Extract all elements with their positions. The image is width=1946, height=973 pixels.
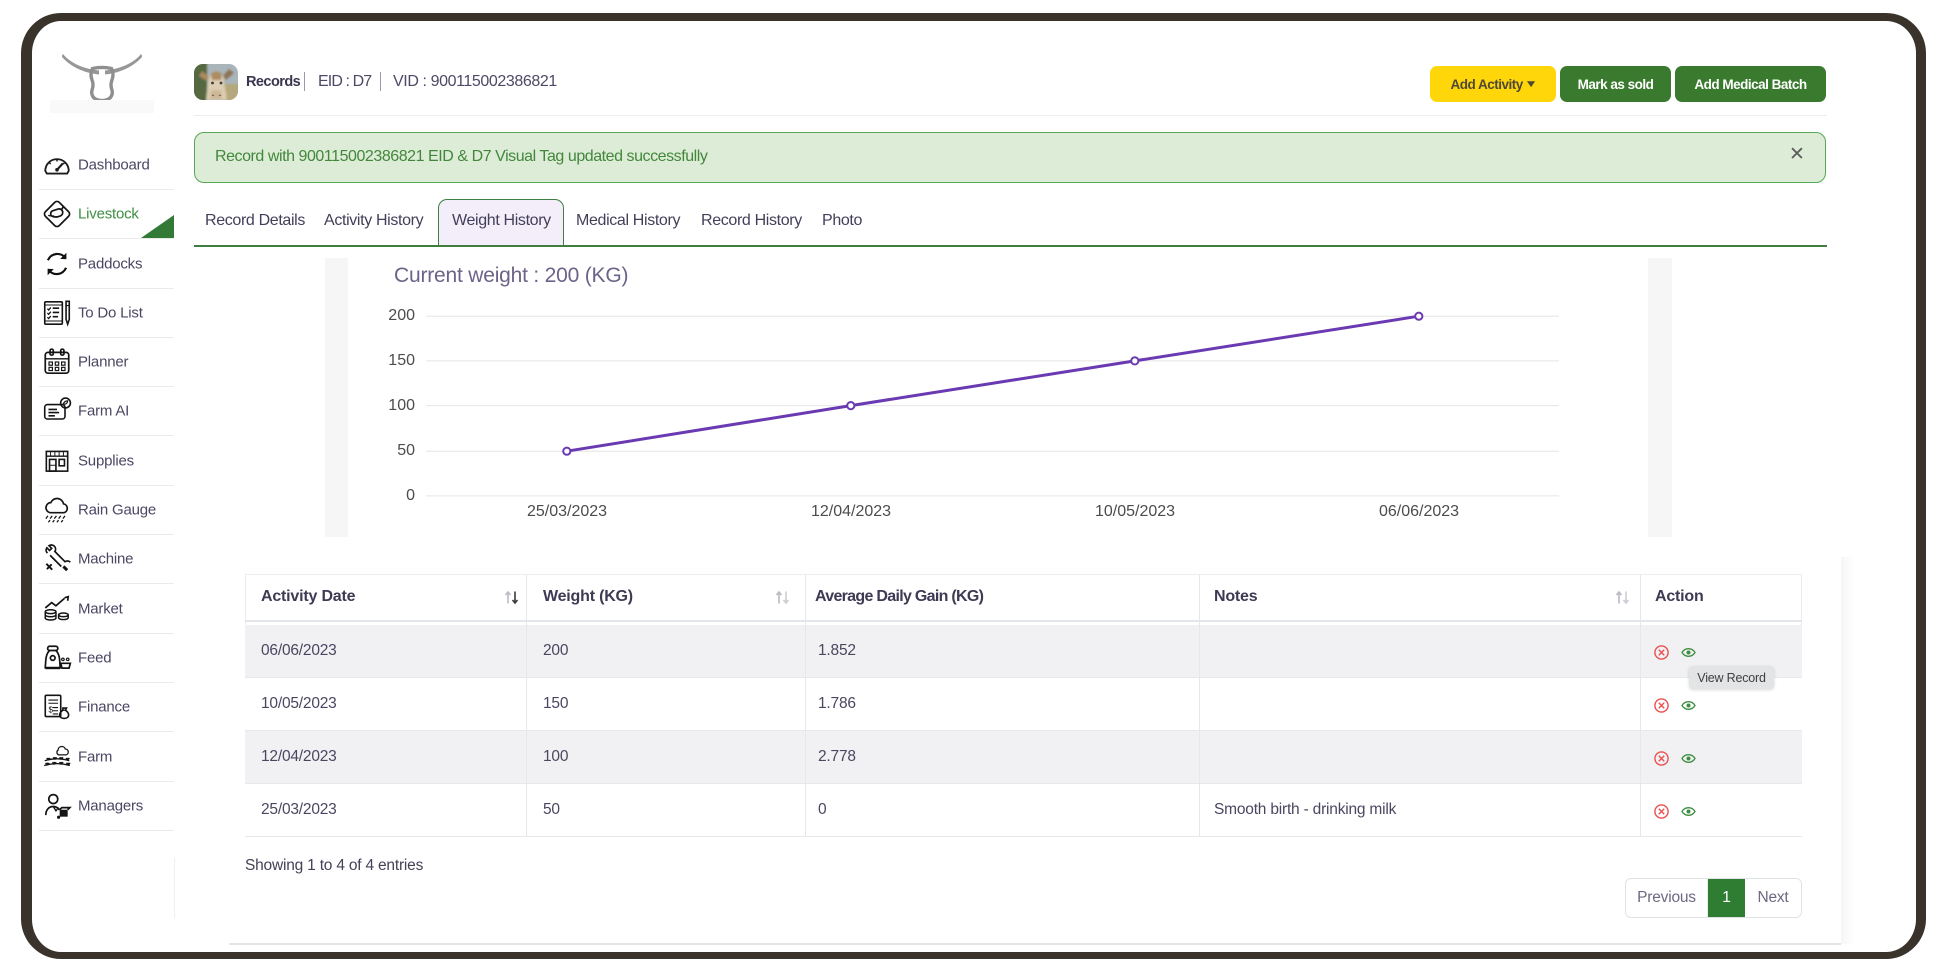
svg-text:$: $ bbox=[48, 705, 53, 714]
